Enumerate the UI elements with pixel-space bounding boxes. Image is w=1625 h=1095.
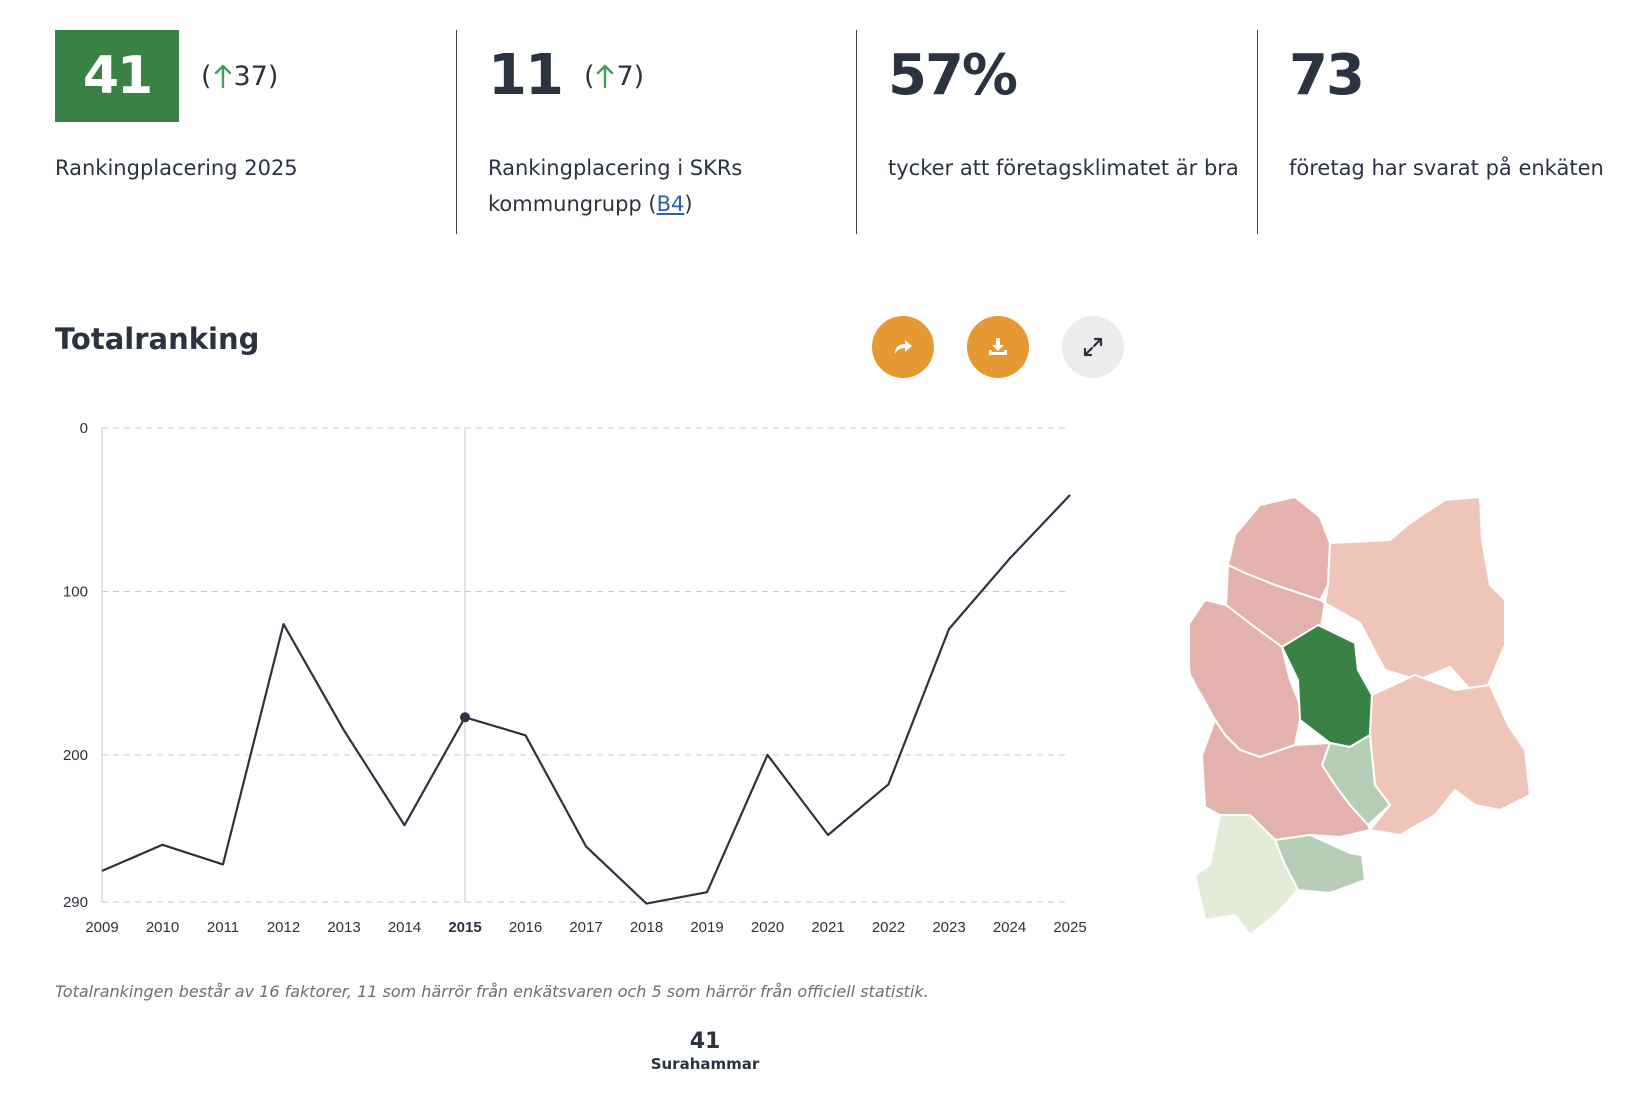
section-title: Totalranking — [55, 322, 260, 356]
x-tick-label: 2012 — [267, 919, 300, 936]
y-tick-label: 100 — [63, 583, 88, 600]
x-tick-label: 2021 — [811, 919, 844, 936]
group-link[interactable]: B4 — [656, 192, 685, 216]
stats-row: 41 ( 37) Rankingplacering 2025 11 ( 7) — [0, 0, 1625, 240]
download-button[interactable] — [967, 316, 1029, 378]
chart-grid — [102, 427, 1070, 903]
group-rank-change-value: 7 — [616, 60, 634, 92]
stat-climate: 57% tycker att företagsklimatet är bra — [856, 30, 1256, 234]
x-tick-label: 2018 — [630, 919, 663, 936]
stat-ranking-group: 11 ( 7) Rankingplacering i SKRs kommungr… — [456, 30, 856, 234]
group-rank-value: 11 — [488, 43, 564, 108]
selected-name: Surahammar — [650, 1055, 760, 1073]
download-icon — [989, 338, 1007, 355]
climate-value: 57% — [888, 43, 1018, 108]
group-rank-change: ( 7) — [583, 60, 645, 92]
map-region-northeast[interactable] — [1323, 495, 1506, 697]
x-tick-label: 2024 — [993, 919, 1026, 936]
stat-responses: 73 företag har svarat på enkäten — [1257, 30, 1625, 234]
stat-ranking-2025: 41 ( 37) Rankingplacering 2025 — [55, 30, 455, 234]
stat-label: tycker att företagsklimatet är bra — [888, 156, 1239, 180]
rank-change: ( 37) — [201, 60, 279, 92]
x-tick-label: 2017 — [569, 919, 602, 936]
x-tick-label: 2015 — [448, 919, 481, 936]
map-region-east[interactable] — [1368, 673, 1532, 837]
stat-label: Rankingplacering i SKRs kommungrupp (B4) — [488, 150, 856, 222]
x-tick-label: 2020 — [751, 919, 784, 936]
share-icon — [895, 340, 912, 354]
share-button[interactable] — [872, 316, 934, 378]
series-line — [101, 494, 1071, 905]
map-region-far-south[interactable] — [1193, 814, 1300, 937]
arrow-up-icon — [214, 64, 231, 89]
y-tick-label: 0 — [80, 420, 88, 437]
x-tick-label: 2022 — [872, 919, 905, 936]
arrow-up-icon — [597, 64, 614, 89]
x-tick-label: 2023 — [932, 919, 965, 936]
y-tick-label: 200 — [63, 747, 88, 764]
x-tick-label: 2025 — [1053, 919, 1086, 936]
chart-footnote: Totalrankingen består av 16 faktorer, 11… — [55, 982, 929, 1001]
map-region-south-central[interactable] — [1320, 733, 1392, 827]
x-tick-label: 2019 — [690, 919, 723, 936]
x-tick-label: 2011 — [207, 919, 239, 936]
x-tick-label: 2013 — [327, 919, 360, 936]
rank-badge: 41 — [55, 30, 179, 122]
expand-button[interactable] — [1062, 316, 1124, 378]
stat-label: Rankingplacering 2025 — [55, 156, 298, 180]
totalranking-chart: 0 100 200 290 2009 2010 2011 2012 2013 2014 2015 20… — [63, 420, 1087, 936]
chart-axes: 0 100 200 290 2009 2010 2011 2012 2013 2014 2015 20… — [63, 420, 1087, 936]
x-tick-label: 2010 — [146, 919, 179, 936]
y-tick-label: 290 — [63, 894, 88, 911]
highlight-point[interactable] — [460, 712, 470, 723]
region-map — [1190, 495, 1532, 937]
chart-series — [101, 494, 1071, 905]
expand-icon — [1083, 337, 1103, 357]
selected-rank: 41 — [689, 1029, 721, 1054]
x-tick-label: 2009 — [85, 919, 118, 936]
x-tick-label: 2014 — [388, 919, 421, 936]
x-tick-label: 2016 — [509, 919, 542, 936]
rank-change-value: 37 — [233, 60, 268, 92]
stat-label: företag har svarat på enkäten — [1289, 156, 1604, 180]
selected-municipality: 41 Surahammar — [620, 1030, 790, 1074]
stat-label-text-end: ) — [684, 192, 693, 216]
stat-label-text: Rankingplacering i SKRs kommungrupp ( — [488, 156, 743, 216]
responses-value: 73 — [1289, 43, 1365, 108]
